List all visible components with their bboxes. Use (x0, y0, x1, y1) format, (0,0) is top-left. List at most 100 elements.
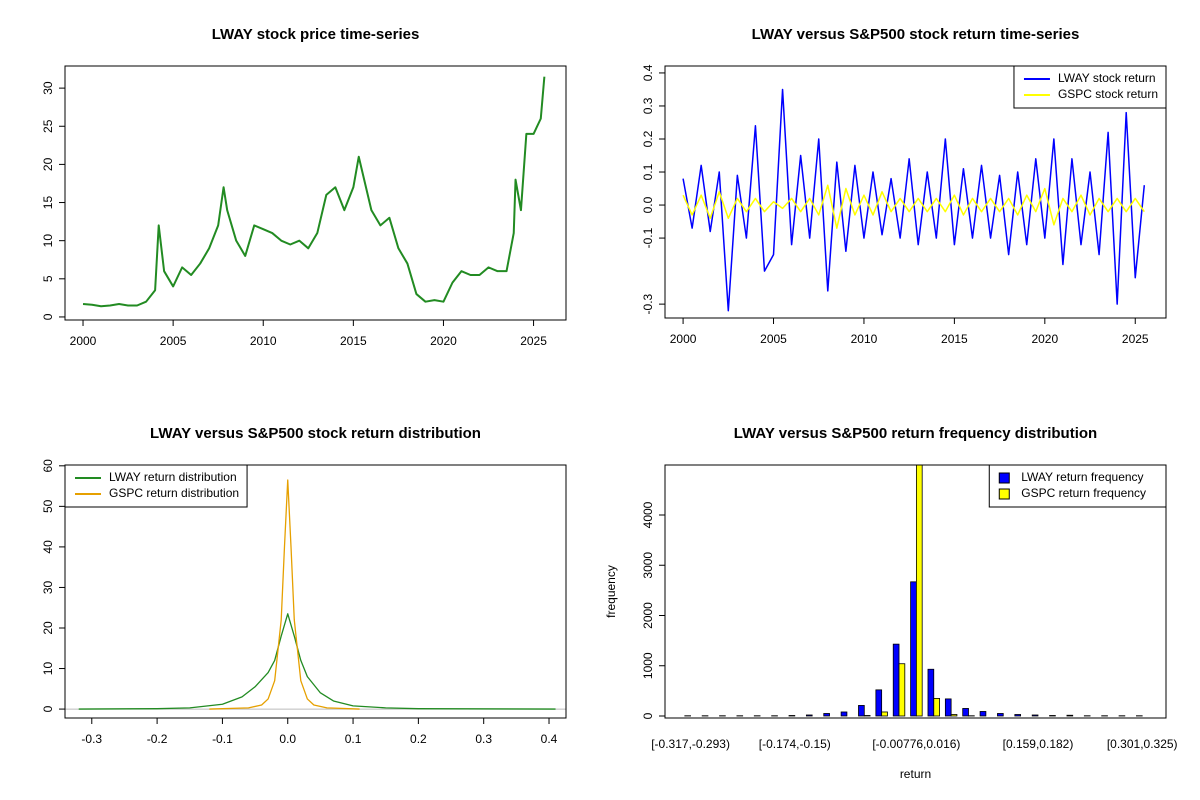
y-tick-label: 0.2 (641, 130, 655, 147)
bar (997, 713, 1004, 717)
y-tick-label: 0.1 (641, 163, 655, 180)
y-tick-label: 30 (41, 580, 55, 594)
bar (1014, 714, 1022, 717)
x-tick-label: 2005 (160, 334, 187, 348)
bar (1049, 715, 1056, 717)
y-tick-label: 10 (41, 662, 55, 676)
y-tick-label: 0.0 (641, 196, 655, 213)
y-tick-label: -0.3 (641, 293, 655, 314)
x-tick-label: 2010 (250, 334, 277, 348)
legend-swatch (998, 488, 1010, 500)
legend: LWAY stock return GSPC stock return (1013, 65, 1167, 109)
y-tick-label: 10 (41, 234, 55, 248)
y-tick-label: 60 (41, 459, 55, 473)
x-axis-label: return (900, 767, 931, 781)
plot-area (682, 88, 1146, 312)
plot-frame (64, 464, 567, 719)
x-tick-label: 2020 (1031, 332, 1058, 346)
y-tick-label: 20 (41, 621, 55, 635)
x-tick-label: [0.301,0.325) (1107, 737, 1178, 751)
legend-swatch (998, 472, 1010, 484)
legend-label: GSPC stock return (1058, 87, 1158, 101)
data-line (682, 88, 1146, 312)
x-tick-label: 2000 (670, 332, 697, 346)
x-tick-label: [0.159,0.182) (1003, 737, 1074, 751)
x-tick-label: 2025 (520, 334, 547, 348)
y-tick-label: 15 (41, 196, 55, 210)
y-tick-label: 25 (41, 119, 55, 133)
legend: LWAY return distribution GSPC return dist… (64, 464, 248, 508)
chart-title: LWAY versus S&P500 return frequency dist… (734, 425, 1097, 442)
y-tick-label: 0.4 (641, 64, 655, 81)
plot-area (82, 76, 546, 308)
bar (915, 465, 923, 717)
plot-frame (64, 65, 567, 321)
legend: LWAY return frequency GSPC return frequen… (988, 464, 1167, 508)
y-tick-label: 30 (41, 81, 55, 95)
x-tick-label: 2010 (851, 332, 878, 346)
plot-area (684, 465, 1143, 717)
bar (910, 581, 917, 717)
y-tick-label: 50 (41, 499, 55, 513)
x-tick-label: 0.0 (279, 732, 296, 746)
legend-label: GSPC return distribution (109, 486, 239, 500)
bar (933, 698, 940, 717)
x-tick-label: [-0.174,-0.15) (759, 737, 831, 751)
bar (875, 689, 883, 717)
bar (881, 711, 888, 717)
y-tick-label: 0 (41, 705, 55, 712)
bar (858, 705, 865, 717)
y-tick-label: 2000 (641, 602, 655, 629)
legend-label: LWAY stock return (1058, 71, 1156, 85)
y-tick-label: 0 (641, 712, 655, 719)
bar (962, 708, 969, 717)
bar (840, 711, 848, 717)
y-tick-label: -0.1 (641, 227, 655, 248)
x-tick-label: -0.2 (147, 732, 168, 746)
x-tick-label: [-0.00776,0.016) (872, 737, 960, 751)
bar (979, 711, 987, 717)
x-tick-label: 2015 (941, 332, 968, 346)
x-tick-label: -0.3 (81, 732, 102, 746)
bar (892, 643, 900, 717)
x-tick-label: 2015 (340, 334, 367, 348)
bar (944, 698, 952, 717)
plot-frame (664, 464, 1167, 719)
bar (788, 715, 796, 717)
y-tick-label: 20 (41, 157, 55, 171)
x-tick-label: 0.3 (475, 732, 492, 746)
y-tick-label: 40 (41, 540, 55, 554)
y-tick-label: 3000 (641, 552, 655, 579)
data-line (78, 613, 556, 710)
x-tick-label: -0.1 (212, 732, 233, 746)
legend-box (64, 464, 248, 508)
x-tick-label: 2025 (1122, 332, 1149, 346)
bar (863, 715, 871, 717)
x-tick-label: 2000 (70, 334, 97, 348)
legend-box (1013, 65, 1167, 109)
chart-title: LWAY stock price time-series (212, 26, 420, 43)
data-line (82, 76, 546, 308)
data-line (682, 184, 1145, 229)
legend-label: LWAY return distribution (109, 470, 237, 484)
legend-label: GSPC return frequency (1021, 486, 1146, 500)
y-tick-label: 0 (41, 313, 55, 320)
x-tick-label: [-0.317,-0.293) (651, 737, 730, 751)
bar (805, 714, 813, 717)
y-tick-label: 5 (41, 275, 55, 282)
bar (1031, 714, 1039, 717)
plot-area (65, 479, 566, 710)
bar (927, 668, 935, 717)
legend-label: LWAY return frequency (1021, 470, 1143, 484)
bar (898, 663, 906, 717)
x-tick-label: 0.4 (541, 732, 558, 746)
y-tick-label: 1000 (641, 652, 655, 679)
y-axis-label: frequency (604, 565, 618, 618)
bar (823, 713, 830, 717)
chart-title: LWAY versus S&P500 stock return distribu… (150, 425, 481, 442)
legend-box (988, 464, 1167, 508)
bar (1066, 714, 1074, 717)
y-tick-label: 4000 (641, 501, 655, 528)
y-tick-label: 0.3 (641, 97, 655, 114)
